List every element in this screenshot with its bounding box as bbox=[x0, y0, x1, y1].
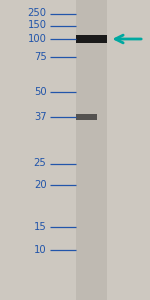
Text: 20: 20 bbox=[34, 179, 46, 190]
Text: 75: 75 bbox=[34, 52, 46, 62]
Text: 250: 250 bbox=[27, 8, 46, 19]
Bar bbox=[76, 35, 106, 43]
Text: 100: 100 bbox=[28, 34, 46, 44]
Text: 37: 37 bbox=[34, 112, 46, 122]
Bar bbox=[76, 0, 106, 300]
Text: 25: 25 bbox=[34, 158, 46, 169]
Text: 50: 50 bbox=[34, 86, 46, 97]
Bar bbox=[76, 114, 97, 120]
Text: 10: 10 bbox=[34, 244, 46, 255]
Text: 15: 15 bbox=[34, 221, 46, 232]
Text: 150: 150 bbox=[27, 20, 46, 31]
